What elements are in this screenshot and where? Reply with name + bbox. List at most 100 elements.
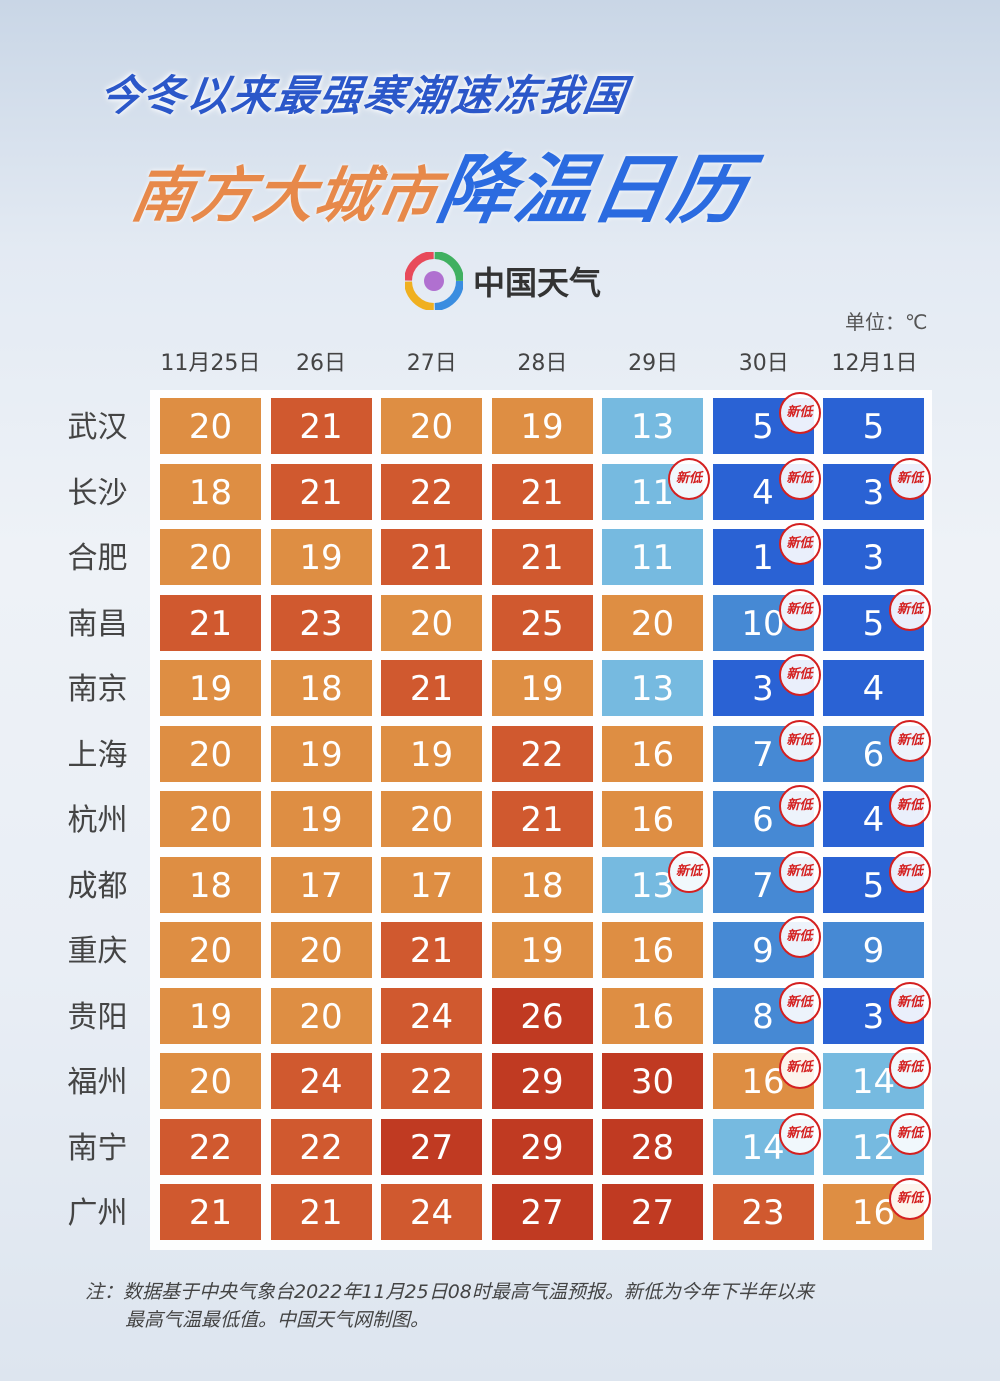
date-label: 11月25日 (160, 351, 261, 376)
temperature-cell: 3 (823, 529, 924, 585)
temperature-cell: 20 (160, 1053, 261, 1109)
new-low-badge: 新低 (889, 1047, 931, 1089)
new-low-badge: 新低 (778, 523, 821, 565)
city-label: 广州 (67, 1196, 128, 1231)
date-label: 30日 (738, 351, 789, 376)
date-label: 28日 (517, 351, 568, 376)
new-low-badge: 新低 (668, 457, 710, 500)
temperature-cell: 21 (160, 594, 261, 651)
temperature-cell: 19 (491, 398, 593, 454)
temperature-cell: 22 (270, 1118, 372, 1175)
new-low-badge: 新低 (778, 1047, 821, 1089)
temperature-cell: 20 (381, 398, 482, 454)
temperature-cell: 22 (160, 1118, 261, 1175)
new-low-badge: 新低 (778, 654, 821, 696)
temperature-cell: 18 (270, 660, 372, 716)
city-label: 重庆 (67, 934, 128, 969)
temperature-cell: 30 (602, 1053, 703, 1109)
title-line2: 南方大城市降温日历 (125, 128, 757, 238)
temperature-cell: 21 (381, 660, 482, 716)
new-low-badge: 新低 (668, 850, 710, 893)
new-low-badge: 新低 (889, 588, 931, 631)
temperature-cell: 27 (491, 1184, 593, 1240)
temperature-cell: 21 (160, 1184, 261, 1240)
temperature-cell: 24 (381, 987, 482, 1044)
temperature-cell: 27 (381, 1118, 482, 1175)
temperature-cell: 21 (270, 398, 372, 454)
temperature-cell: 20 (381, 594, 482, 651)
temperature-grid: 20 21 20 19 13 5 新低 5 18 21 22 21 11 新低 4 新低 3 新低 20 19 21 21… (150, 390, 932, 1250)
new-low-badge: 新低 (778, 785, 821, 827)
title-line2-a: 南方大城市 (126, 161, 444, 231)
temperature-cell: 24 (381, 1184, 482, 1240)
temperature-cell: 22 (381, 1053, 482, 1109)
new-low-badge: 新低 (889, 850, 931, 893)
new-low-badge: 新低 (778, 916, 821, 958)
city-label: 上海 (67, 737, 128, 773)
temperature-cell: 20 (160, 725, 261, 782)
temperature-cell: 25 (491, 594, 593, 651)
logo-text: 中国天气 (473, 264, 602, 302)
note-line1: 注：数据基于中央气象台2022年11月25日08时最高气温预报。新低为今年下半年… (85, 1281, 814, 1303)
temperature-cell: 21 (491, 791, 593, 847)
temperature-cell: 19 (160, 987, 261, 1044)
temperature-cell: 21 (270, 463, 372, 520)
city-label: 合肥 (67, 541, 128, 576)
temperature-cell: 19 (270, 791, 372, 847)
temperature-cell: 19 (270, 529, 372, 585)
new-low-badge: 新低 (778, 981, 821, 1024)
date-label: 26日 (296, 351, 347, 376)
date-header: 11月25日 26日 27日 28日 29日 30日 12月1日 (155, 345, 930, 377)
temperature-cell: 27 (602, 1184, 703, 1240)
temperature-cell: 21 (381, 529, 482, 585)
new-low-badge: 新低 (778, 850, 821, 893)
temperature-cell: 11 (602, 529, 703, 585)
new-low-badge: 新低 (778, 719, 821, 762)
temperature-cell: 21 (270, 1184, 372, 1240)
temperature-cell: 10 (712, 594, 814, 651)
date-label: 29日 (628, 351, 679, 376)
temperature-cell: 9 (823, 922, 924, 978)
temperature-cell: 19 (160, 660, 261, 716)
new-low-badge: 新低 (778, 392, 821, 434)
unit-label: 单位：℃ (845, 310, 928, 334)
temperature-cell: 28 (602, 1118, 703, 1175)
temperature-cell: 20 (160, 922, 261, 978)
temperature-cell: 13 (602, 398, 703, 454)
new-low-badge: 新低 (889, 719, 931, 762)
temperature-cell: 16 (602, 725, 703, 782)
temperature-cell: 18 (160, 856, 261, 913)
temperature-cell: 18 (160, 463, 261, 520)
note-line2: 最高气温最低值。中国天气网制图。 (125, 1309, 430, 1331)
date-label: 27日 (406, 351, 457, 376)
temperature-cell: 16 (602, 922, 703, 978)
temperature-cell: 24 (270, 1053, 372, 1109)
temperature-cell: 20 (270, 922, 372, 978)
temperature-cell: 19 (381, 725, 482, 782)
temperature-cell: 20 (381, 791, 482, 847)
city-labels: 武汉 长沙 合肥 南昌 南京 上海 杭州 成都 重庆 贵阳 福州 南宁 广州 (60, 398, 135, 1250)
temperature-cell: 4 (823, 660, 924, 716)
temperature-cell: 19 (491, 660, 593, 716)
temperature-cell: 29 (491, 1053, 593, 1109)
temperature-cell: 13 (602, 660, 703, 716)
temperature-cell: 20 (160, 791, 261, 847)
temperature-cell: 23 (712, 1184, 814, 1240)
new-low-badge: 新低 (778, 1112, 821, 1155)
city-label: 福州 (67, 1065, 128, 1100)
city-label: 贵阳 (67, 999, 128, 1035)
city-label: 长沙 (67, 475, 128, 511)
temperature-cell: 21 (491, 463, 593, 520)
temperature-cell: 26 (491, 987, 593, 1044)
temperature-cell: 20 (270, 987, 372, 1044)
temperature-cell: 20 (160, 529, 261, 585)
temperature-cell: 23 (270, 594, 372, 651)
temperature-cell: 20 (602, 594, 703, 651)
temperature-cell: 18 (491, 856, 593, 913)
new-low-badge: 新低 (778, 457, 821, 500)
new-low-badge: 新低 (889, 1112, 931, 1155)
new-low-badge: 新低 (778, 588, 821, 631)
temperature-cell: 19 (270, 725, 372, 782)
temperature-cell: 21 (381, 922, 482, 978)
city-label: 杭州 (67, 803, 128, 838)
